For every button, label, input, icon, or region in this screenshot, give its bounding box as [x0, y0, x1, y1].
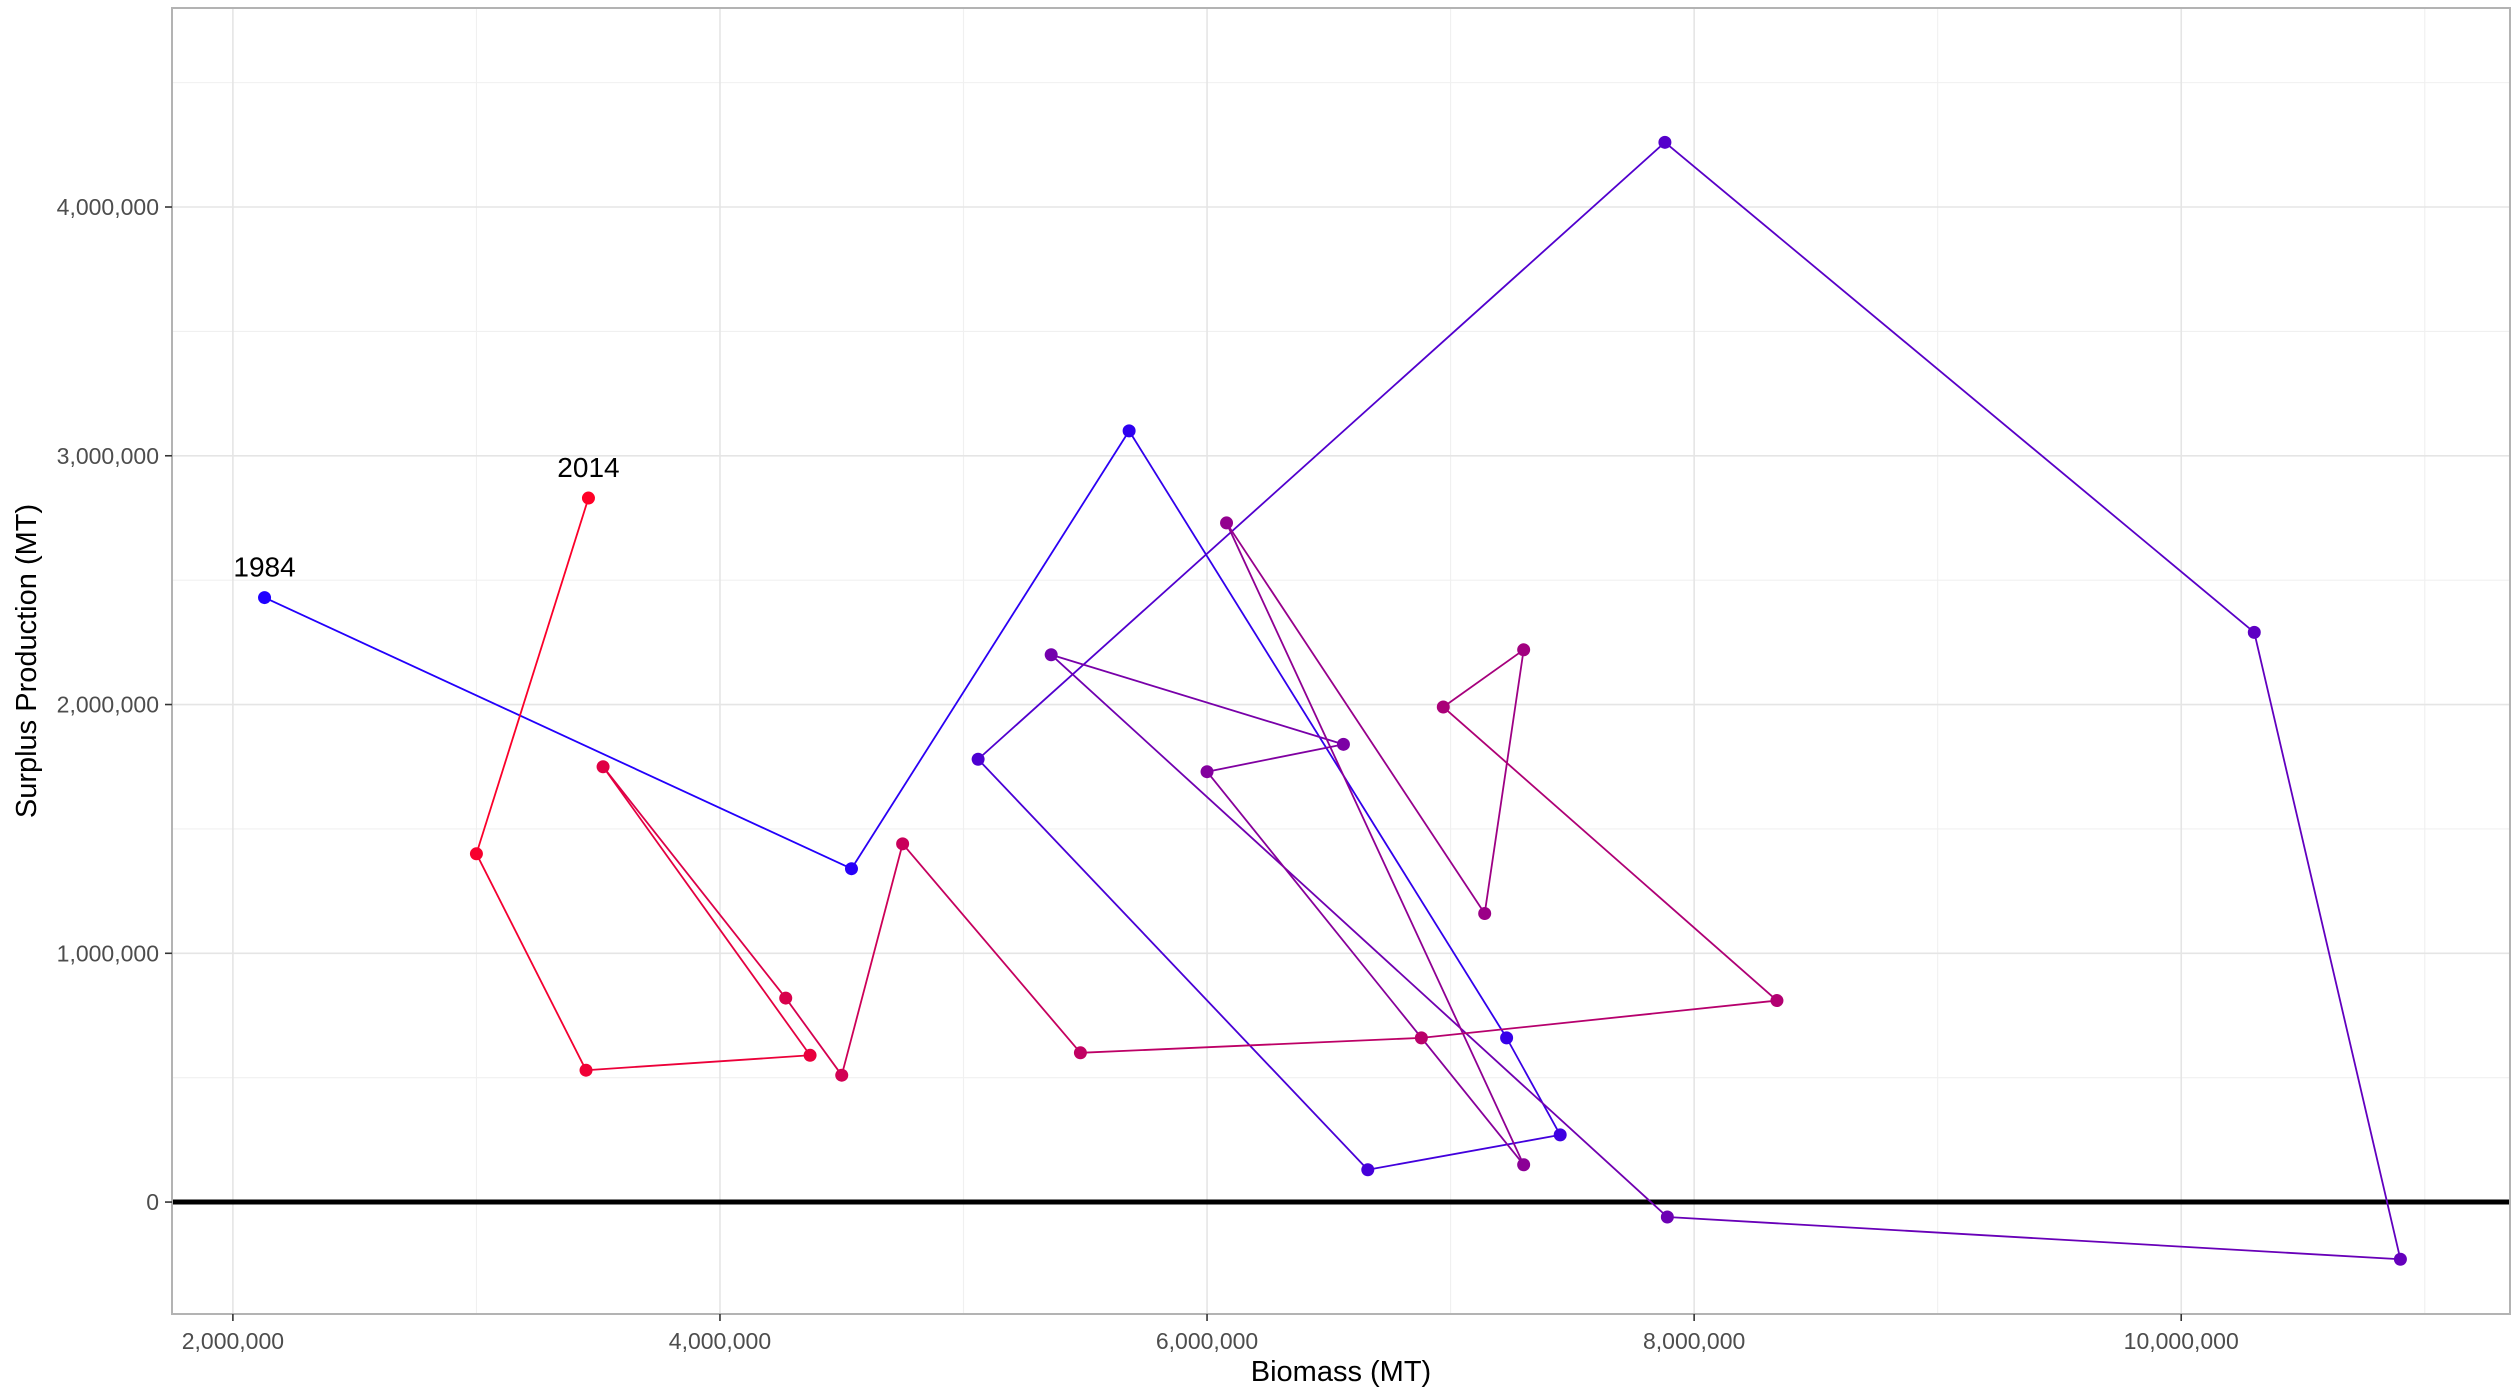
- data-point: [1044, 648, 1058, 662]
- data-point: [258, 591, 272, 605]
- path-segment: [602, 766, 787, 999]
- y-tick-label: 4,000,000: [57, 194, 159, 220]
- path-segment: [1225, 522, 1525, 1166]
- data-point: [1436, 700, 1450, 714]
- y-tick-label: 1,000,000: [57, 940, 159, 966]
- data-point: [1770, 994, 1784, 1008]
- data-point: [581, 491, 595, 505]
- x-tick-label: 6,000,000: [1156, 1328, 1258, 1354]
- path-segment: [1442, 649, 1525, 708]
- data-point: [1336, 737, 1350, 751]
- data-point: [2393, 1252, 2407, 1266]
- data-point: [779, 991, 793, 1005]
- path-segment: [1225, 522, 1486, 914]
- path-segment: [1442, 706, 1778, 1002]
- y-axis-ticks: 0 1,000,000 2,000,000 3,000,000 4,000,000: [57, 194, 172, 1215]
- path-segment: [1505, 1037, 1561, 1136]
- path-segment: [1421, 999, 1778, 1039]
- panel-border: [171, 7, 2511, 1315]
- path-segment: [1050, 654, 1668, 1218]
- x-tick-label: 8,000,000: [1643, 1328, 1745, 1354]
- path-segment: [1367, 1134, 1561, 1171]
- data-point: [1553, 1128, 1567, 1142]
- grid-layer: [172, 8, 2510, 1314]
- path-segment: [840, 843, 904, 1076]
- x-tick-label: 2,000,000: [182, 1328, 284, 1354]
- data-point: [1220, 516, 1234, 530]
- annotation-layer: 1984 2014: [233, 452, 619, 583]
- data-point: [1478, 906, 1492, 920]
- path-segment: [901, 843, 1082, 1054]
- data-point: [844, 862, 858, 876]
- data-point: [1658, 135, 1672, 149]
- data-point: [1122, 424, 1136, 438]
- path-segment: [784, 997, 843, 1076]
- path-segment: [1128, 430, 1508, 1039]
- path-segment: [585, 1054, 811, 1072]
- series-path-layer: [264, 141, 2402, 1261]
- data-point: [1517, 1158, 1531, 1172]
- data-point: [803, 1048, 817, 1062]
- path-segment: [1667, 1216, 2401, 1261]
- data-point: [1517, 643, 1531, 657]
- data-point: [596, 760, 610, 774]
- path-segment: [1664, 141, 2255, 634]
- data-point: [1361, 1163, 1375, 1177]
- x-tick-label: 10,000,000: [2124, 1328, 2239, 1354]
- path-segment: [475, 853, 587, 1071]
- path-segment: [602, 766, 811, 1056]
- y-tick-label: 0: [146, 1189, 159, 1215]
- x-tick-label: 4,000,000: [669, 1328, 771, 1354]
- path-segment: [977, 758, 1369, 1171]
- data-point: [2247, 625, 2261, 639]
- x-axis-ticks: 2,000,000 4,000,000 6,000,000 8,000,000 10,0…: [182, 1314, 2239, 1354]
- path-segment: [264, 596, 852, 870]
- data-point: [1414, 1031, 1428, 1045]
- y-tick-label: 2,000,000: [57, 692, 159, 718]
- path-segment: [475, 497, 590, 855]
- data-point: [971, 752, 985, 766]
- data-point: [579, 1063, 593, 1077]
- data-point: [835, 1068, 849, 1082]
- data-point: [1073, 1046, 1087, 1060]
- x-axis-title: Biomass (MT): [1251, 1356, 1431, 1388]
- path-segment: [850, 430, 1130, 870]
- data-point: [1500, 1031, 1514, 1045]
- path-segment: [1483, 649, 1525, 914]
- y-tick-label: 3,000,000: [57, 443, 159, 469]
- path-segment: [1206, 743, 1344, 773]
- path-segment: [1080, 1036, 1422, 1054]
- y-axis-title: Surplus Production (MT): [11, 504, 43, 818]
- point-annotation: 2014: [557, 452, 619, 483]
- path-segment: [1206, 771, 1525, 1166]
- point-annotation: 1984: [233, 552, 295, 583]
- data-point-layer: [258, 135, 2407, 1266]
- data-point: [896, 837, 910, 851]
- path-segment: [2253, 632, 2402, 1260]
- path-segment: [1050, 653, 1344, 746]
- data-point: [1660, 1210, 1674, 1224]
- data-point: [1200, 765, 1214, 779]
- path-segment: [977, 141, 1666, 760]
- data-point: [469, 847, 483, 861]
